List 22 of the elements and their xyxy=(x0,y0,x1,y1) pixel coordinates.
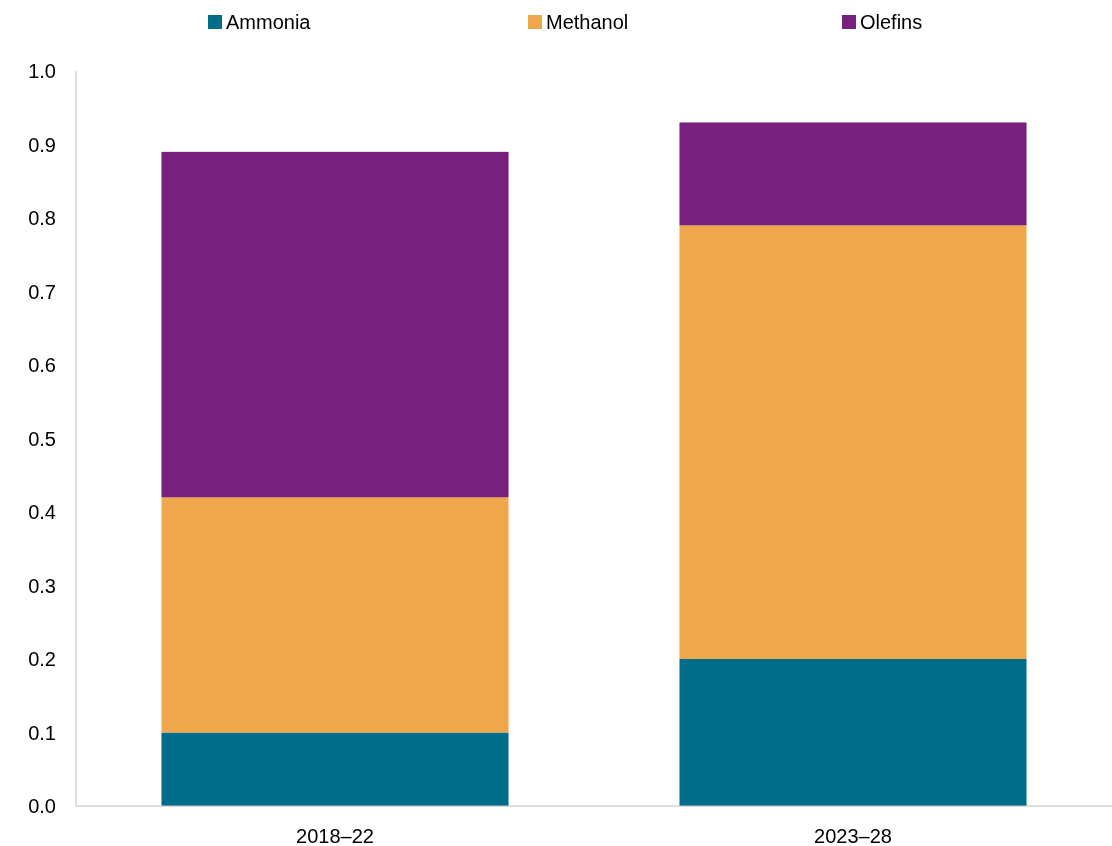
y-tick-label: 1.0 xyxy=(28,60,56,82)
y-tick-label: 0.4 xyxy=(28,501,56,523)
bar xyxy=(161,732,509,806)
bar xyxy=(679,225,1027,659)
y-tick-label: 0.5 xyxy=(28,427,56,450)
legend-label: Ammonia xyxy=(226,11,312,33)
bar xyxy=(679,659,1027,806)
y-tick-label: 0.3 xyxy=(28,574,56,597)
y-tick-label: 0.0 xyxy=(28,795,56,817)
legend-label: Olefins xyxy=(860,11,923,33)
y-tick-label: 0.8 xyxy=(28,207,56,229)
y-tick-label: 0.1 xyxy=(28,721,56,744)
bar xyxy=(161,151,509,498)
y-tick-label: 0.6 xyxy=(28,354,56,376)
bar xyxy=(161,497,509,733)
y-tick-label: 0.9 xyxy=(28,133,56,156)
x-tick-label: 2023–28 xyxy=(814,825,892,846)
y-tick-label: 0.2 xyxy=(28,648,56,670)
x-tick-label: 2018–22 xyxy=(296,825,374,846)
legend-label: Methanol xyxy=(546,11,629,33)
y-tick-label: 0.7 xyxy=(28,280,56,303)
bar xyxy=(679,122,1027,226)
